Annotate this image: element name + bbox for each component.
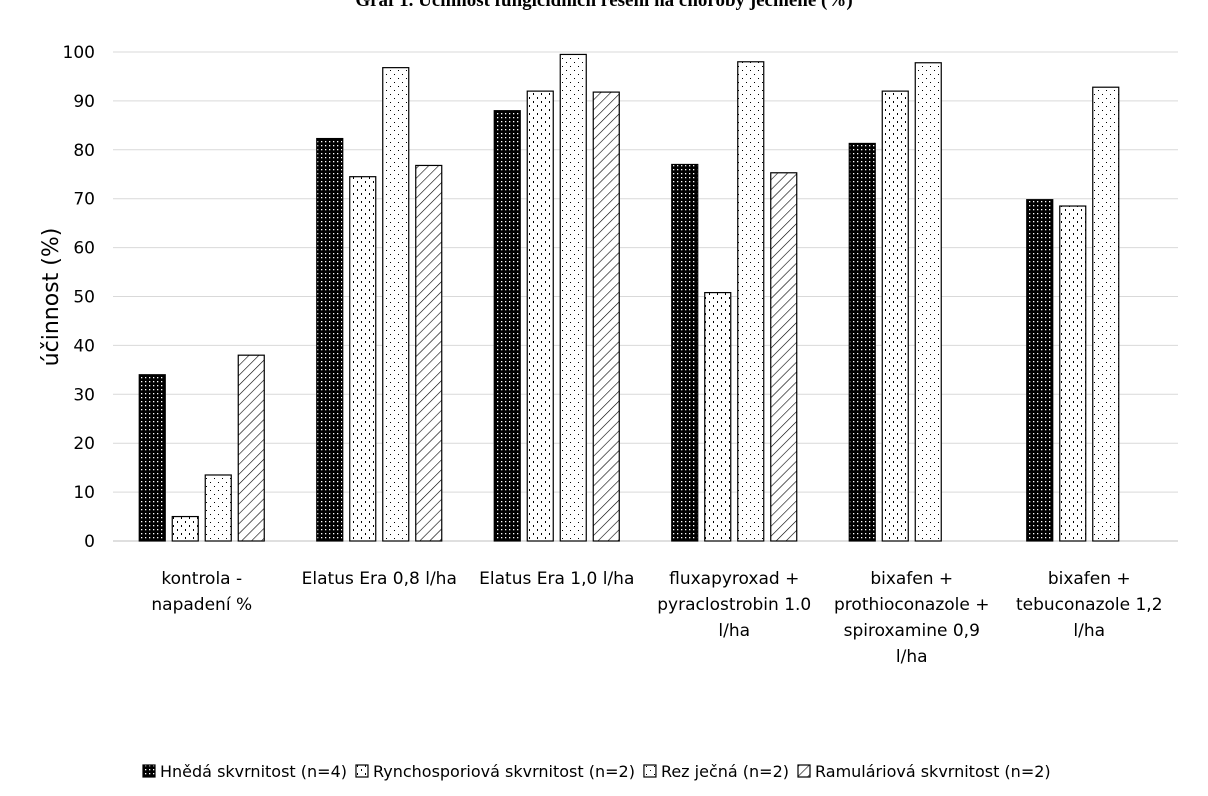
legend-swatch [797, 764, 811, 778]
bar [592, 91, 620, 542]
bar [881, 90, 909, 542]
legend: Hnědá skvrnitost (n=4) Rynchosporiová skv… [142, 762, 1051, 781]
bar [671, 163, 699, 542]
bar [415, 164, 443, 542]
legend-label: Ramuláriová skvrnitost (n=2) [815, 762, 1051, 781]
y-axis-ticks: 0 10 20 30 40 50 60 70 80 90 100 [63, 43, 95, 552]
x-tick-label: prothioconazole + [834, 595, 989, 615]
x-tick-label: bixafen + [1048, 569, 1131, 589]
bar [349, 176, 377, 542]
y-axis-label: účinnost (%) [39, 228, 64, 367]
bar [704, 291, 732, 542]
bar [559, 53, 587, 542]
x-tick-label: l/ha [718, 621, 750, 641]
y-tick-label: 90 [73, 92, 95, 112]
x-tick-label: l/ha [1073, 621, 1105, 641]
gridlines [113, 51, 1178, 542]
y-tick-label: 70 [73, 190, 95, 210]
y-tick-label: 30 [73, 385, 95, 405]
bar [770, 172, 798, 542]
bar [316, 137, 344, 542]
y-tick-label: 60 [73, 239, 95, 259]
y-tick-label: 40 [73, 336, 95, 356]
y-tick-label: 20 [73, 434, 95, 454]
bar [737, 61, 765, 542]
bar [204, 474, 232, 542]
x-tick-label: pyraclostrobin 1.0 [657, 595, 811, 615]
y-tick-label: 50 [73, 288, 95, 308]
y-tick-label: 100 [63, 43, 95, 63]
x-tick-label: kontrola - [161, 569, 242, 589]
bar [493, 110, 521, 542]
x-tick-label: bixafen + [870, 569, 953, 589]
bar [237, 354, 265, 542]
x-tick-label: Elatus Era 1,0 l/ha [479, 569, 634, 589]
x-tick-label: fluxapyroxad + [669, 569, 799, 589]
bars [138, 53, 1120, 542]
x-tick-label: napadení % [151, 595, 252, 615]
legend-label: Rez ječná (n=2) [661, 762, 789, 781]
category-labels: kontrola - napadení % Elatus Era 0,8 l/ha E… [151, 569, 1162, 667]
bar [914, 62, 942, 542]
y-tick-label: 80 [73, 141, 95, 161]
bar [1026, 199, 1054, 542]
legend-label: Hnědá skvrnitost (n=4) [160, 762, 347, 781]
x-tick-label: l/ha [896, 647, 928, 667]
y-tick-label: 10 [73, 483, 95, 503]
bar [1059, 205, 1087, 542]
legend-swatch [643, 764, 657, 778]
legend-swatch [142, 764, 156, 778]
bar [171, 515, 199, 542]
y-tick-label: 0 [84, 532, 95, 552]
x-tick-label: spiroxamine 0,9 [844, 621, 980, 641]
x-tick-label: Elatus Era 0,8 l/ha [302, 569, 457, 589]
x-tick-label: tebuconazole 1,2 [1016, 595, 1163, 615]
chart-title: Graf 1. Účinnost fungicidních řešení na … [355, 0, 852, 11]
legend-label: Rynchosporiová skvrnitost (n=2) [373, 762, 635, 781]
bar [138, 374, 166, 542]
bar [848, 142, 876, 542]
bar [1092, 86, 1120, 542]
legend-swatch [355, 764, 369, 778]
bar [526, 90, 554, 542]
bar [382, 67, 410, 542]
